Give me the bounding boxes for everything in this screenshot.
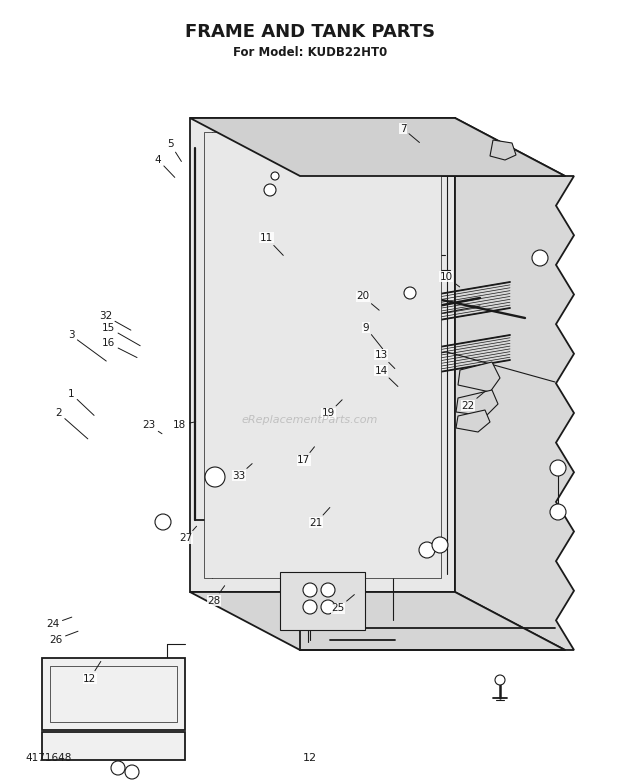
Circle shape <box>321 583 335 597</box>
Circle shape <box>271 172 279 180</box>
Text: 24: 24 <box>46 617 72 629</box>
Polygon shape <box>280 572 365 630</box>
Text: 5: 5 <box>167 140 182 161</box>
Circle shape <box>550 504 566 520</box>
Circle shape <box>419 542 435 558</box>
Text: FRAME AND TANK PARTS: FRAME AND TANK PARTS <box>185 23 435 41</box>
Text: 27: 27 <box>179 526 197 543</box>
Text: 2: 2 <box>56 409 88 439</box>
Polygon shape <box>190 118 565 176</box>
Text: 17: 17 <box>297 447 314 465</box>
Text: 3: 3 <box>68 331 106 361</box>
Circle shape <box>303 600 317 614</box>
Text: 11: 11 <box>260 233 283 255</box>
Text: 4: 4 <box>155 155 175 177</box>
Text: 13: 13 <box>374 350 395 368</box>
Circle shape <box>550 460 566 476</box>
Text: 25: 25 <box>331 594 355 613</box>
Circle shape <box>155 514 171 530</box>
Polygon shape <box>190 592 565 650</box>
Text: 15: 15 <box>102 323 140 346</box>
Circle shape <box>432 537 448 553</box>
Polygon shape <box>42 732 185 760</box>
Circle shape <box>404 287 416 299</box>
Circle shape <box>111 761 125 775</box>
Text: 14: 14 <box>374 366 398 387</box>
Polygon shape <box>50 666 177 722</box>
Text: 26: 26 <box>49 631 78 644</box>
Text: 16: 16 <box>102 339 137 357</box>
Text: 1: 1 <box>68 389 94 416</box>
Text: 33: 33 <box>232 463 252 480</box>
Text: eReplacementParts.com: eReplacementParts.com <box>242 415 378 425</box>
Circle shape <box>321 600 335 614</box>
Polygon shape <box>456 410 490 432</box>
Text: 9: 9 <box>363 323 383 349</box>
Circle shape <box>532 250 548 266</box>
Circle shape <box>125 765 139 779</box>
Text: 4171648: 4171648 <box>25 753 71 763</box>
Polygon shape <box>458 362 500 392</box>
Text: 7: 7 <box>400 124 420 143</box>
Polygon shape <box>455 118 574 650</box>
Polygon shape <box>190 118 455 592</box>
Text: 10: 10 <box>440 272 459 287</box>
Text: 19: 19 <box>322 400 342 418</box>
Text: For Model: KUDB22HT0: For Model: KUDB22HT0 <box>233 45 387 58</box>
Circle shape <box>303 583 317 597</box>
Circle shape <box>205 467 225 487</box>
Text: 12: 12 <box>83 661 101 683</box>
Text: 18: 18 <box>173 420 196 430</box>
Polygon shape <box>204 132 441 578</box>
Text: 28: 28 <box>207 586 224 605</box>
Polygon shape <box>42 658 185 730</box>
Text: 21: 21 <box>309 508 330 527</box>
Text: 20: 20 <box>356 292 379 310</box>
Text: 32: 32 <box>99 311 131 330</box>
Polygon shape <box>490 140 516 160</box>
Text: 12: 12 <box>303 753 317 763</box>
Circle shape <box>264 184 276 196</box>
Text: 22: 22 <box>461 392 485 410</box>
Text: 23: 23 <box>142 420 162 434</box>
Polygon shape <box>456 390 498 416</box>
Circle shape <box>495 675 505 685</box>
